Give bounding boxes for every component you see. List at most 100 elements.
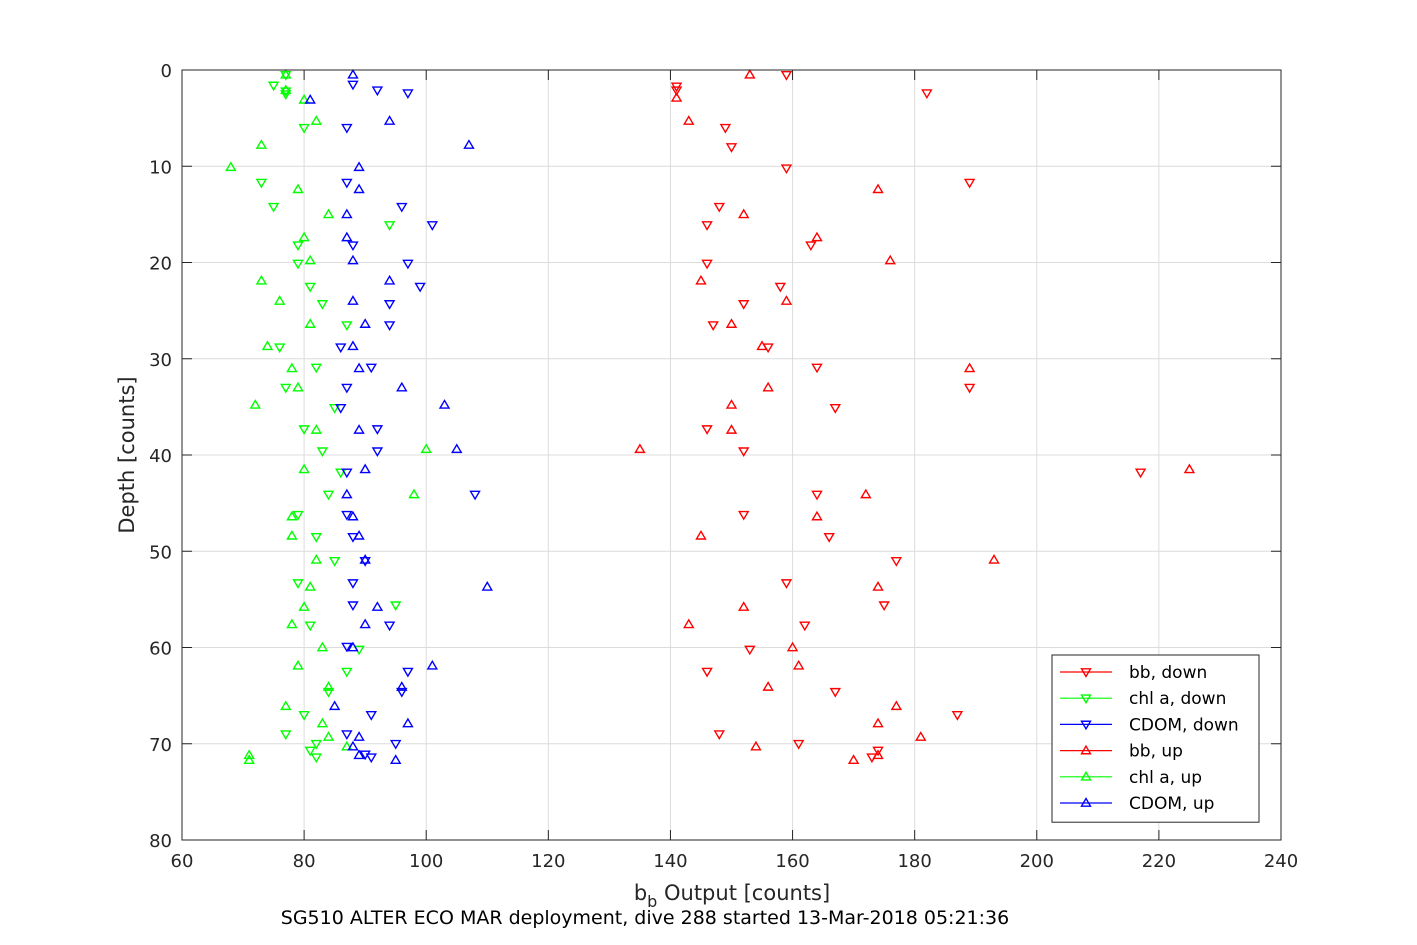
data-point [353, 424, 365, 434]
x-tick-label: 140 [653, 851, 687, 872]
y-tick-label: 40 [149, 446, 172, 467]
data-point [463, 139, 475, 149]
data-point [304, 282, 316, 293]
data-point [267, 202, 280, 213]
data-point [371, 447, 384, 458]
x-tick-label: 120 [531, 851, 565, 872]
data-point [780, 70, 793, 81]
y-tick-label: 30 [149, 350, 172, 371]
legend-label: CDOM, up [1129, 794, 1214, 814]
data-point [481, 580, 494, 591]
data-point [347, 579, 359, 589]
data-point [872, 746, 884, 757]
data-point [737, 601, 750, 611]
data-point [396, 687, 408, 698]
data-point [347, 510, 359, 521]
legend-marker [1080, 797, 1092, 807]
data-point [402, 259, 414, 270]
data-point [811, 510, 823, 521]
data-point [298, 231, 310, 242]
data-point [371, 601, 384, 611]
data-point [402, 717, 414, 728]
data-point [707, 321, 719, 331]
data-point [341, 231, 353, 242]
data-point [860, 488, 872, 499]
data-point [225, 161, 237, 172]
data-point [792, 739, 805, 750]
data-point [359, 463, 371, 474]
data-point [310, 753, 323, 764]
data-point [365, 363, 377, 374]
data-point [670, 92, 683, 102]
data-point [799, 621, 811, 632]
data-point [792, 659, 805, 670]
data-point [915, 731, 927, 741]
data-point [396, 681, 408, 691]
data-point [243, 749, 255, 760]
data-point [347, 254, 359, 265]
data-point [347, 68, 359, 79]
data-point [347, 601, 359, 612]
data-point [701, 259, 713, 270]
data-point [298, 463, 310, 474]
x-axis-label: bb Output [counts] [634, 881, 830, 911]
legend-marker [1080, 694, 1092, 705]
data-point [273, 343, 286, 354]
data-point [328, 557, 341, 567]
data-point [310, 554, 323, 564]
data-point [341, 321, 353, 331]
data-point [786, 641, 799, 652]
data-point [963, 383, 976, 394]
data-point [286, 618, 298, 629]
data-point [383, 221, 396, 231]
data-point [255, 139, 268, 149]
data-point [261, 340, 274, 351]
legend-label: CDOM, down [1129, 715, 1239, 735]
legend-marker [1080, 720, 1092, 731]
data-point [469, 490, 481, 501]
series-cdom-up [304, 68, 494, 764]
x-axis-label-rest: Output [counts] [657, 881, 830, 905]
data-point [725, 318, 738, 328]
data-point [921, 89, 933, 99]
data-point [280, 87, 292, 98]
data-point [670, 86, 683, 97]
data-point [304, 580, 316, 591]
data-point [316, 641, 329, 652]
data-point [774, 282, 787, 293]
y-tick-label: 50 [149, 542, 172, 563]
data-point [780, 295, 793, 305]
data-point [341, 123, 353, 134]
data-point [701, 667, 713, 678]
data-point [298, 601, 310, 611]
data-point [701, 221, 713, 231]
data-point [286, 529, 298, 540]
data-point [701, 425, 713, 435]
data-point [756, 340, 768, 351]
series-chl-a-down [255, 70, 402, 764]
data-marks [225, 68, 1196, 764]
data-point [304, 318, 316, 328]
data-point [725, 143, 738, 153]
data-point [383, 321, 396, 331]
data-point [243, 754, 255, 764]
data-point [389, 601, 402, 612]
data-point [280, 383, 292, 394]
data-point [762, 381, 774, 392]
data-point [298, 93, 310, 104]
data-point [255, 178, 268, 189]
data-point [872, 580, 884, 591]
figure-caption: SG510 ALTER ECO MAR deployment, dive 288… [281, 907, 1009, 929]
data-point [359, 318, 371, 328]
data-point [353, 362, 365, 373]
data-point [389, 739, 402, 750]
data-point [884, 254, 896, 265]
x-axis-label-subscript: b [647, 892, 657, 911]
data-point [383, 300, 396, 310]
data-point [347, 241, 359, 252]
y-tick-label: 70 [149, 735, 172, 756]
data-point [267, 81, 280, 92]
data-point [353, 749, 365, 760]
data-point [383, 274, 396, 285]
data-point [335, 468, 347, 479]
